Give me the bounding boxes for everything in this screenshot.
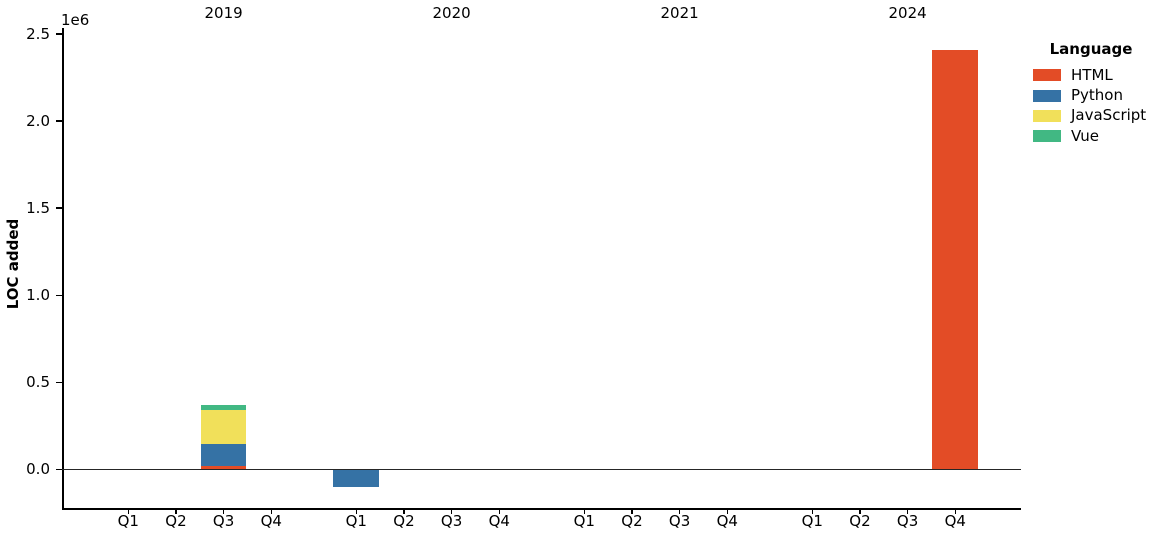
bar-segment-html-2019-q3 [200, 466, 247, 470]
x-tick-label-quarter: Q3 [212, 512, 235, 530]
y-tick-mark [56, 294, 62, 297]
legend-swatch-html [1033, 69, 1061, 82]
x-tick-mark [175, 508, 177, 514]
y-tick-label: 2.0 [26, 111, 50, 130]
legend-label: Vue [1071, 126, 1099, 145]
x-tick-mark [859, 508, 861, 514]
x-tick-label-quarter: Q2 [849, 512, 871, 530]
x-group-label-year: 2019 [204, 4, 243, 22]
x-tick-label-quarter: Q3 [440, 512, 463, 530]
x-tick-label-quarter: Q1 [801, 512, 823, 530]
legend-swatch-vue [1033, 130, 1061, 143]
bar-segment-html-2024-q4 [932, 49, 979, 470]
x-tick-mark [678, 508, 681, 514]
bar-segment-python-2020-q1 [333, 469, 380, 487]
x-tick-label-quarter: Q1 [573, 512, 595, 530]
legend-title: Language [1049, 40, 1133, 58]
y-tick-label: 0.0 [26, 460, 50, 478]
x-tick-mark [403, 508, 405, 514]
x-tick-label-quarter: Q4 [488, 512, 510, 530]
y-tick-label: 0.5 [26, 372, 50, 391]
x-tick-label-quarter: Q1 [345, 512, 367, 530]
x-tick-label-quarter: Q3 [896, 512, 919, 530]
y-tick-mark [56, 33, 62, 35]
x-tick-mark [355, 508, 358, 514]
bar-segment-vue-2019-q3 [200, 404, 247, 410]
x-group-label-year: 2020 [432, 4, 471, 22]
x-tick-mark [450, 508, 453, 514]
x-tick-mark [726, 508, 729, 514]
x-tick-label-quarter: Q1 [117, 512, 139, 530]
legend-item-javascript: JavaScript [1030, 106, 1152, 126]
y-tick-mark [56, 468, 62, 471]
y-tick-mark [56, 207, 62, 209]
x-group-label-year: 2021 [660, 4, 699, 22]
x-axis-spine [62, 508, 1021, 510]
y-axis-offset-label: 1e6 [61, 11, 90, 29]
x-tick-mark [583, 508, 586, 514]
legend-label: HTML [1071, 65, 1113, 84]
y-tick-mark [56, 120, 62, 122]
x-tick-mark [222, 508, 225, 514]
legend-item-vue: Vue [1030, 126, 1152, 146]
x-tick-label-quarter: Q2 [393, 512, 415, 530]
legend-item-python: Python [1030, 85, 1152, 105]
legend-swatch-python [1033, 89, 1061, 102]
legend-swatch-javascript [1033, 109, 1061, 122]
legend: Language HTML Python JavaScript Vue [1030, 40, 1152, 147]
x-tick-mark [127, 508, 130, 514]
x-tick-label-quarter: Q4 [944, 512, 966, 530]
x-tick-mark [811, 508, 814, 514]
y-tick-label: 2.5 [26, 24, 50, 43]
legend-label: JavaScript [1071, 106, 1147, 125]
x-tick-label-quarter: Q4 [260, 512, 282, 530]
legend-items: HTML Python JavaScript Vue [1030, 65, 1152, 147]
zero-baseline [62, 468, 1021, 471]
x-tick-label-quarter: Q2 [621, 512, 643, 530]
bar-segment-javascript-2019-q3 [200, 409, 247, 445]
x-tick-mark [906, 508, 909, 514]
x-tick-mark [498, 508, 501, 514]
x-tick-mark [954, 508, 957, 514]
y-axis-spine [62, 28, 64, 508]
x-tick-label-quarter: Q4 [716, 512, 738, 530]
x-tick-label-quarter: Q2 [165, 512, 187, 530]
legend-label: Python [1071, 86, 1123, 105]
x-group-label-year: 2024 [888, 4, 927, 22]
bar-segment-python-2019-q3 [200, 444, 247, 466]
x-tick-label-quarter: Q3 [668, 512, 691, 530]
legend-item-html: HTML [1030, 65, 1152, 85]
y-tick-mark [56, 381, 62, 384]
x-tick-mark [631, 508, 633, 514]
y-tick-label: 1.5 [26, 198, 50, 217]
x-tick-mark [270, 508, 273, 514]
y-tick-label: 1.0 [26, 285, 50, 304]
